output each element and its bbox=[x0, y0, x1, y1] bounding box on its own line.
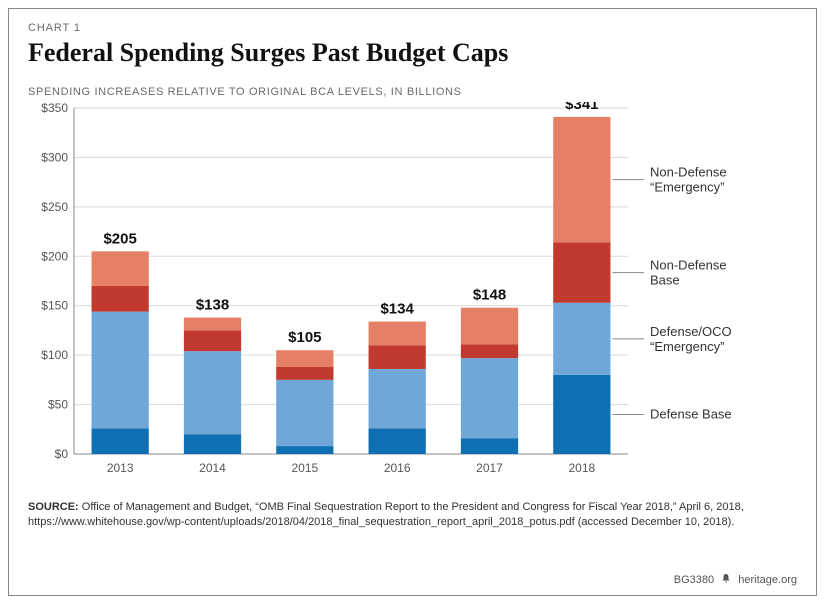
bar-segment bbox=[92, 251, 149, 286]
svg-text:$0: $0 bbox=[55, 447, 69, 461]
bar-total-label: $105 bbox=[288, 329, 321, 346]
bar-segment bbox=[461, 308, 518, 345]
chart-area: $0 $50 $100 $150 $200 $250 $300 $350 $205 2013 $13… bbox=[28, 102, 796, 482]
bar-segment bbox=[553, 117, 610, 243]
bar-segment bbox=[276, 446, 333, 454]
footer: BG3380 heritage.org bbox=[674, 573, 797, 586]
chart-subtitle: SPENDING INCREASES RELATIVE TO ORIGINAL … bbox=[28, 86, 797, 98]
bar-segment bbox=[461, 358, 518, 438]
source-note: SOURCE: Office of Management and Budget,… bbox=[28, 500, 768, 530]
x-tick-label: 2014 bbox=[199, 461, 226, 475]
bar-total-label: $138 bbox=[196, 297, 229, 314]
footer-id: BG3380 bbox=[674, 574, 714, 586]
svg-text:$150: $150 bbox=[41, 299, 68, 313]
bar-segment bbox=[92, 428, 149, 454]
bar-segment bbox=[184, 434, 241, 454]
bar-segment bbox=[276, 367, 333, 380]
chart-title: Federal Spending Surges Past Budget Caps bbox=[28, 38, 797, 68]
svg-text:$300: $300 bbox=[41, 150, 68, 164]
bar-segment bbox=[369, 428, 426, 454]
x-tick-label: 2015 bbox=[291, 461, 318, 475]
bar-segment bbox=[461, 438, 518, 454]
footer-site: heritage.org bbox=[738, 574, 797, 586]
x-tick-label: 2018 bbox=[568, 461, 595, 475]
bar-total-label: $148 bbox=[473, 287, 506, 304]
bell-icon bbox=[721, 574, 734, 586]
legend-label: “Emergency” bbox=[650, 339, 724, 354]
bar-segment bbox=[184, 330, 241, 351]
svg-text:$200: $200 bbox=[41, 249, 68, 263]
bar-segment bbox=[369, 322, 426, 346]
x-tick-label: 2016 bbox=[384, 461, 411, 475]
bar-total-label: $134 bbox=[380, 301, 414, 318]
x-tick-label: 2013 bbox=[107, 461, 134, 475]
bar-segment bbox=[276, 380, 333, 446]
legend-label: Defense/OCO bbox=[650, 324, 732, 339]
x-tick-label: 2017 bbox=[476, 461, 503, 475]
stacked-bar-chart: $0 $50 $100 $150 $200 $250 $300 $350 $205 2013 $13… bbox=[28, 102, 796, 482]
svg-text:$250: $250 bbox=[41, 200, 68, 214]
bar-segment bbox=[184, 318, 241, 331]
bar-segment bbox=[92, 286, 149, 312]
legend-label: “Emergency” bbox=[650, 180, 724, 195]
bar-segment bbox=[184, 351, 241, 434]
svg-text:$50: $50 bbox=[48, 398, 68, 412]
bar-segment bbox=[369, 369, 426, 428]
bar-segment bbox=[553, 303, 610, 375]
bar-total-label: $341 bbox=[565, 102, 598, 113]
source-text: Office of Management and Budget, “OMB Fi… bbox=[28, 501, 744, 528]
legend-label: Base bbox=[650, 273, 680, 288]
bar-segment bbox=[461, 344, 518, 358]
chart-number-label: CHART 1 bbox=[28, 22, 797, 34]
bar-segment bbox=[553, 375, 610, 454]
bar-segment bbox=[369, 345, 426, 369]
bar-segment bbox=[276, 350, 333, 367]
bar-total-label: $205 bbox=[103, 230, 136, 247]
source-label: SOURCE: bbox=[28, 501, 79, 513]
bar-segment bbox=[92, 312, 149, 429]
svg-text:$100: $100 bbox=[41, 348, 68, 362]
bar-segment bbox=[553, 242, 610, 302]
svg-text:$350: $350 bbox=[41, 102, 68, 115]
legend-label: Non-Defense bbox=[650, 258, 727, 273]
legend-label: Defense Base bbox=[650, 406, 732, 421]
legend-label: Non-Defense bbox=[650, 165, 727, 180]
